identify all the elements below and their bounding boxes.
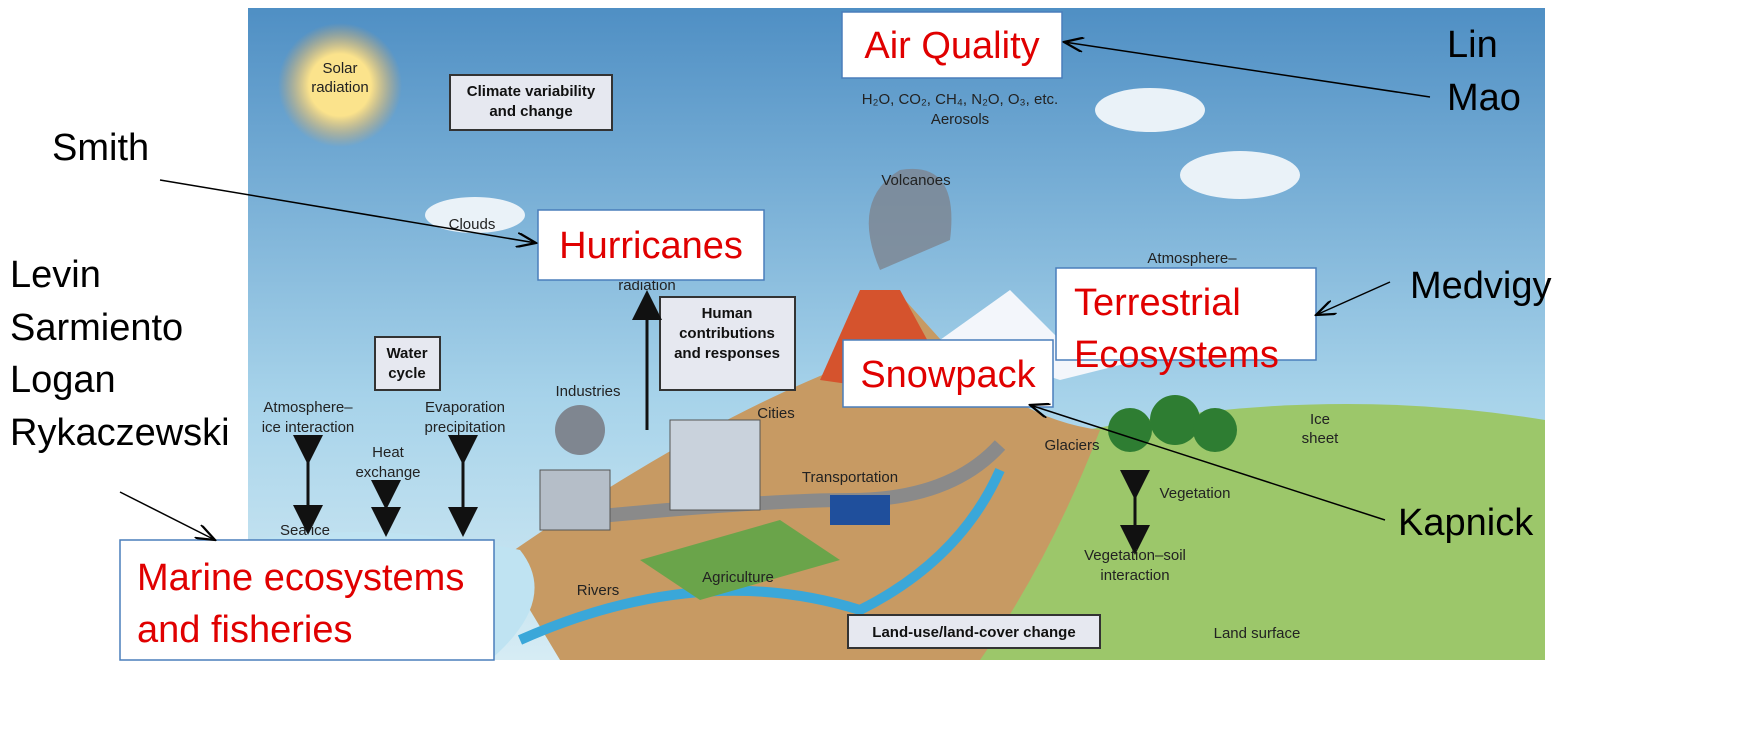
label: Land-use/land-cover change [872,624,1075,641]
label: precipitation [425,419,506,436]
label: Solar [322,60,357,77]
label: Heat [372,444,405,461]
label: Land surface [1214,625,1301,642]
label: Human [702,305,753,322]
arrow [120,492,215,540]
label: radiation [311,79,369,96]
person: Rykaczewski [10,412,230,454]
person: Smith [52,127,149,169]
label: Clouds [449,216,496,233]
label: Water [386,345,427,362]
label: Sea ice [280,522,330,539]
label: Evaporation [425,399,505,416]
topic: Air Quality [864,25,1039,67]
topic: Ecosystems [1074,334,1279,376]
label: interaction [1100,567,1169,584]
topic: Hurricanes [559,225,743,267]
label: Atmosphere– [1147,250,1237,267]
topic: Marine ecosystems [137,557,464,599]
label: Volcanoes [881,172,950,189]
label: Cities [757,405,795,422]
topic: Terrestrial [1074,282,1241,324]
label: cycle [388,365,426,382]
label: Vegetation [1160,485,1231,502]
topic: Snowpack [860,354,1036,396]
person: Lin [1447,24,1498,66]
label: and change [489,103,572,120]
slide: Solar radiation Climate variability and … [0,0,1745,741]
label: and responses [674,345,780,362]
label: Aerosols [931,111,989,128]
label: sheet [1302,430,1340,447]
label: Ice [1310,411,1330,428]
label: exchange [355,464,420,481]
label: Transportation [802,469,898,486]
person: Logan [10,359,116,401]
label: Climate variability [467,83,596,100]
label: Rivers [577,582,620,599]
person: Mao [1447,77,1521,119]
person: Sarmiento [10,307,183,349]
person: Medvigy [1410,265,1552,307]
label: Industries [555,383,620,400]
label: Atmosphere– [263,399,353,416]
topic: and fisheries [137,609,352,651]
person: Levin [10,254,101,296]
label: Vegetation–soil [1084,547,1186,564]
label: contributions [679,325,775,342]
label: Glaciers [1044,437,1099,454]
label: ice interaction [262,419,355,436]
person: Kapnick [1398,502,1534,544]
label: Agriculture [702,569,774,586]
label: H₂O, CO₂, CH₄, N₂O, O₃, etc. [862,91,1058,108]
